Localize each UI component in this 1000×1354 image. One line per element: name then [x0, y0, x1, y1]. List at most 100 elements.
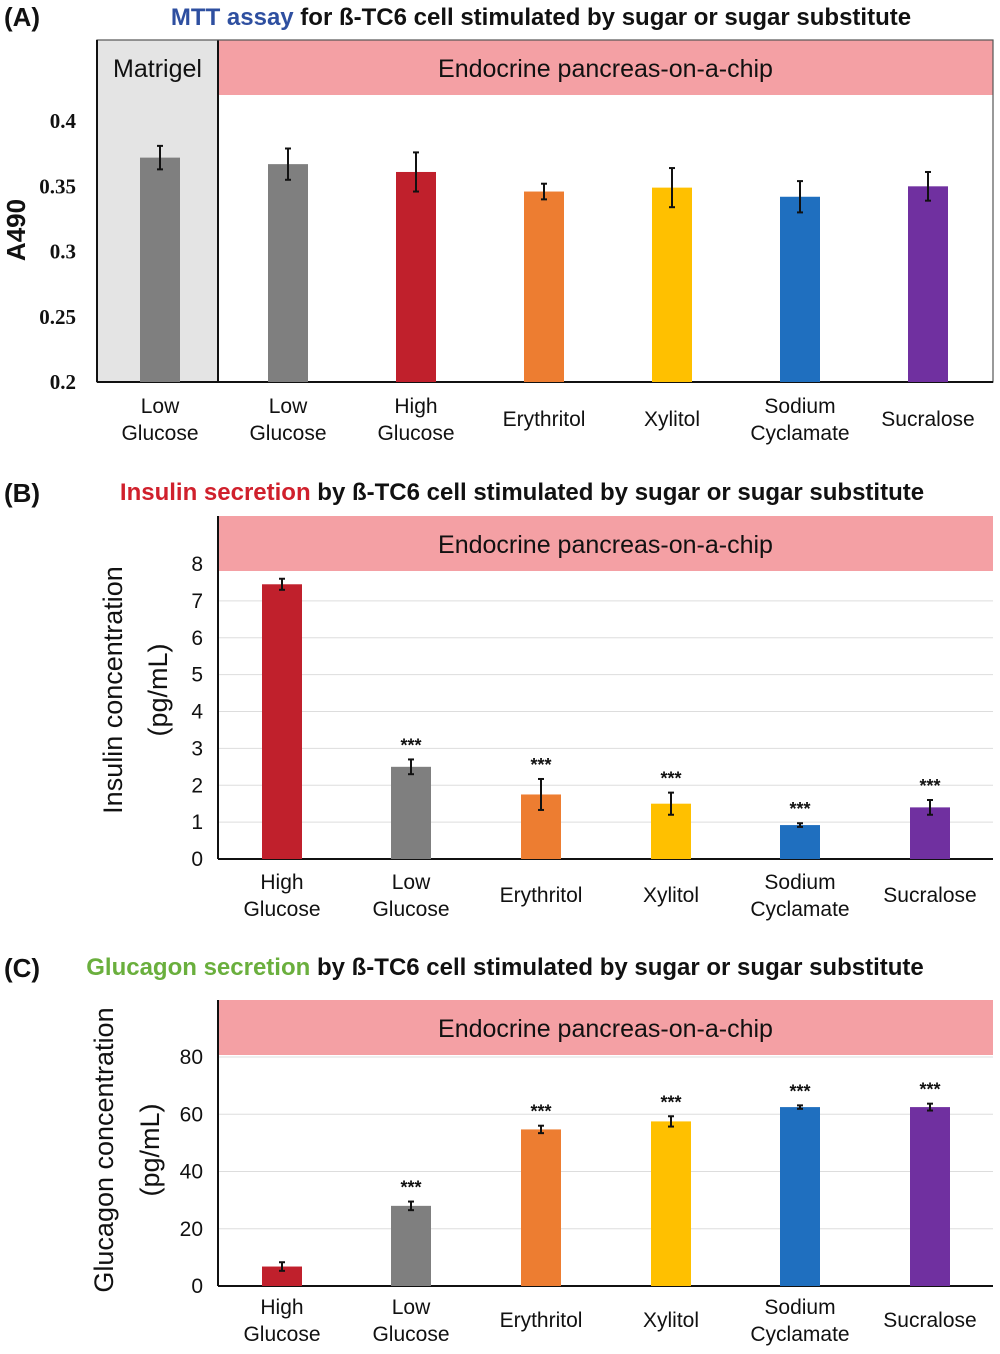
- chart-title: Insulin secretion by ß-TC6 cell stimulat…: [120, 479, 924, 506]
- category-label: Erythritol: [500, 1309, 583, 1332]
- category-label: Erythritol: [503, 408, 586, 431]
- chip-banner: [218, 1000, 993, 1055]
- chart-title-segment: by ß-TC6 cell stimulated by sugar or sug…: [311, 479, 924, 506]
- matrigel-region-label: Matrigel: [113, 55, 202, 83]
- y-axis-title: Insulin concentration: [98, 566, 128, 814]
- significance-marker: ***: [400, 735, 421, 755]
- category-label: Xylitol: [643, 884, 699, 907]
- chart-title-segment: for ß-TC6 cell stimulated by sugar or su…: [294, 4, 911, 31]
- significance-marker: ***: [660, 769, 681, 789]
- chart-title-segment: Insulin secretion: [120, 479, 311, 506]
- category-label: Sucralose: [881, 408, 974, 431]
- y-tick-label: 80: [180, 1046, 203, 1069]
- significance-marker: ***: [789, 799, 810, 819]
- bar: [396, 171, 436, 382]
- chart-title-segment: Glucagon secretion: [86, 954, 310, 981]
- y-tick-label: 4: [191, 701, 203, 724]
- category-label: Glucose: [372, 1323, 449, 1346]
- significance-marker: ***: [919, 776, 940, 796]
- y-tick-label: 0.3: [50, 240, 76, 264]
- category-label: Glucose: [243, 898, 320, 921]
- category-label: High: [394, 395, 437, 418]
- y-axis-title-units: (pg/mL): [143, 643, 173, 736]
- panel-label: (C): [4, 953, 40, 983]
- chip-banner: [218, 516, 993, 571]
- category-label: Erythritol: [500, 884, 583, 907]
- bar: [652, 187, 692, 382]
- significance-marker: ***: [919, 1080, 940, 1100]
- significance-marker: ***: [660, 1092, 681, 1112]
- y-tick-label: 40: [180, 1161, 203, 1184]
- bar: [391, 1205, 431, 1286]
- chart-title: MTT assay for ß-TC6 cell stimulated by s…: [171, 4, 911, 31]
- category-label: Cyclamate: [750, 422, 849, 445]
- bar: [262, 1266, 302, 1286]
- bar: [521, 1129, 561, 1286]
- category-label: Glucose: [249, 422, 326, 445]
- category-label: Cyclamate: [750, 1323, 849, 1346]
- category-label: Sucralose: [883, 1309, 976, 1332]
- y-tick-label: 5: [191, 664, 203, 687]
- category-label: Glucose: [372, 898, 449, 921]
- y-tick-label: 8: [191, 553, 203, 576]
- chip-banner: [218, 40, 993, 95]
- bar: [910, 1107, 950, 1286]
- bar: [780, 1107, 820, 1286]
- category-label: Low: [392, 871, 431, 894]
- y-tick-label: 0: [191, 1275, 203, 1298]
- significance-marker: ***: [789, 1081, 810, 1101]
- bar: [268, 164, 308, 382]
- bar: [908, 186, 948, 382]
- category-label: Sucralose: [883, 884, 976, 907]
- y-tick-label: 0.25: [39, 305, 76, 329]
- chip-banner-label: Endocrine pancreas-on-a-chip: [438, 531, 773, 559]
- chart-title: Glucagon secretion by ß-TC6 cell stimula…: [86, 954, 924, 981]
- y-tick-label: 7: [191, 590, 203, 613]
- y-tick-label: 0.4: [50, 109, 77, 133]
- chart-title-segment: by ß-TC6 cell stimulated by sugar or sug…: [310, 954, 923, 981]
- category-label: Xylitol: [644, 408, 700, 431]
- category-label: Low: [269, 395, 308, 418]
- panel-label: (B): [4, 478, 40, 508]
- y-tick-label: 0.2: [50, 370, 76, 394]
- significance-marker: ***: [400, 1178, 421, 1198]
- category-label: Sodium: [764, 871, 835, 894]
- category-label: Glucose: [121, 422, 198, 445]
- category-label: Cyclamate: [750, 898, 849, 921]
- y-tick-label: 20: [180, 1218, 203, 1241]
- y-tick-label: 60: [180, 1103, 203, 1126]
- category-label: Glucose: [377, 422, 454, 445]
- category-label: Low: [141, 395, 180, 418]
- y-tick-label: 1: [191, 811, 203, 834]
- y-axis-title-units: (pg/mL): [135, 1103, 165, 1196]
- bar: [780, 825, 820, 859]
- y-tick-label: 6: [191, 627, 203, 650]
- bar: [524, 191, 564, 382]
- chip-banner-label: Endocrine pancreas-on-a-chip: [438, 55, 773, 83]
- chip-banner-label: Endocrine pancreas-on-a-chip: [438, 1015, 773, 1043]
- panel-label: (A): [4, 2, 40, 32]
- significance-marker: ***: [530, 755, 551, 775]
- bar: [262, 584, 302, 859]
- bar: [391, 766, 431, 859]
- y-tick-label: 2: [191, 774, 203, 797]
- y-tick-label: 0: [191, 848, 203, 871]
- category-label: High: [260, 1296, 303, 1319]
- y-tick-label: 3: [191, 737, 203, 760]
- category-label: Low: [392, 1296, 431, 1319]
- y-axis-title: Glucagon concentration: [89, 1007, 119, 1292]
- y-tick-label: 0.35: [39, 174, 76, 198]
- y-axis-title: A490: [1, 199, 31, 261]
- significance-marker: ***: [530, 1102, 551, 1122]
- bar: [651, 1121, 691, 1286]
- category-label: Glucose: [243, 1323, 320, 1346]
- bar: [910, 807, 950, 859]
- category-label: Sodium: [764, 1296, 835, 1319]
- bar: [140, 157, 180, 382]
- chart-title-segment: MTT assay: [171, 4, 294, 31]
- category-label: Sodium: [764, 395, 835, 418]
- category-label: Xylitol: [643, 1309, 699, 1332]
- category-label: High: [260, 871, 303, 894]
- bar: [780, 196, 820, 382]
